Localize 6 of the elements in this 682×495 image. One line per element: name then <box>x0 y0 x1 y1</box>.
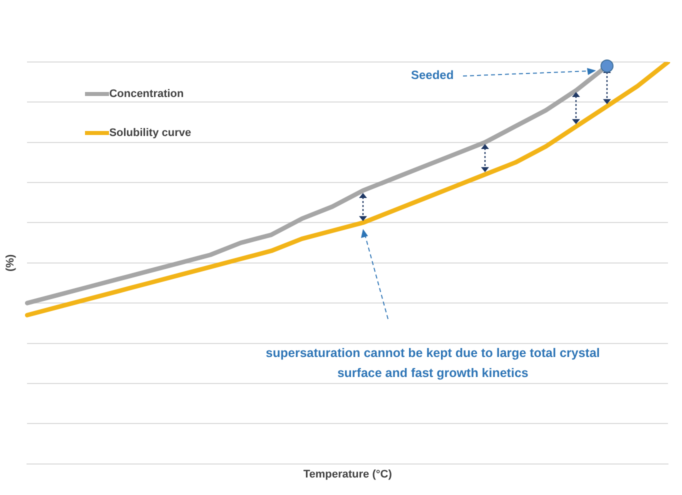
annotation: supersaturation cannot be kept due to large total crystal surface and fast growth kinetics <box>264 344 601 382</box>
legend-label: Concentration <box>109 88 184 100</box>
annotation: Seeded <box>410 68 454 82</box>
legend-label: Solubility curve <box>109 126 192 138</box>
y-axis-title: (%) <box>4 254 17 272</box>
x-axis-title: Temperature (°C) <box>303 468 392 480</box>
